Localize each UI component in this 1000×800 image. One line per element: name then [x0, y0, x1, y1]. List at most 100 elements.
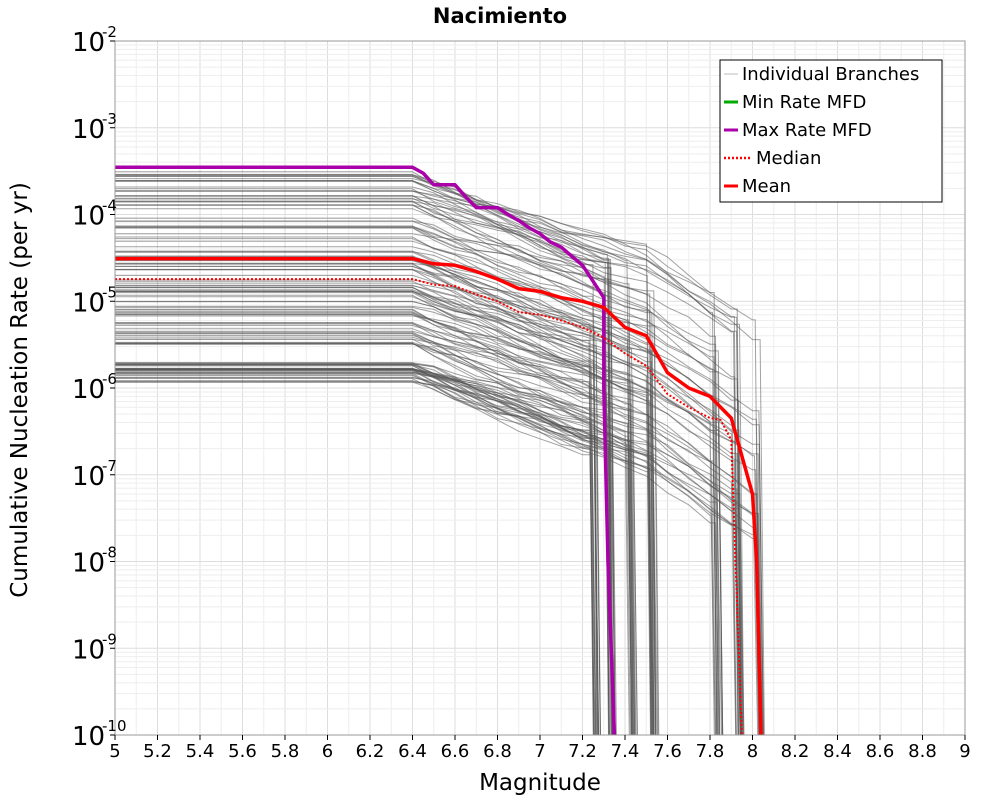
x-tick-labels: 5 5.2 5.4 5.6 5.8 6 6.2 6.4 6.6 6.8 7 7.2 7.4 7.6 7.8 8… [109, 735, 971, 762]
x-tick-label: 7.4 [611, 741, 640, 762]
branch-line [115, 370, 614, 736]
branch-line [115, 217, 659, 736]
x-tick-label: 8 [747, 741, 758, 762]
branch-line [115, 186, 739, 736]
branch-line [115, 268, 656, 736]
branch-line [115, 201, 652, 736]
branch-line [115, 180, 739, 736]
branch-line [115, 190, 632, 736]
y-tick-exponent: -8 [102, 544, 117, 562]
y-axis-label: Cumulative Nucleation Rate (per yr) [7, 182, 33, 598]
x-tick-label: 6.2 [356, 741, 385, 762]
branch-line [115, 266, 762, 736]
y-tick-label: 10-8 [72, 544, 117, 579]
branch-line [115, 201, 721, 736]
branch-line [115, 338, 633, 736]
y-tick-exponent: -7 [102, 457, 117, 475]
branch-line [115, 373, 720, 736]
branch-line [115, 190, 718, 736]
branch-line [115, 381, 595, 736]
x-tick-label: 8.2 [781, 741, 810, 762]
y-tick-exponent: -9 [102, 630, 117, 648]
branch-line [115, 197, 598, 736]
legend: Individual Branches Min Rate MFD Max Rate … [719, 59, 943, 203]
branch-line [115, 378, 597, 736]
legend-label: Min Rate MFD [742, 92, 866, 113]
branch-line [115, 311, 596, 736]
series-line-max-rate-mfd [115, 165, 617, 736]
branch-line [115, 364, 633, 736]
branch-line [115, 258, 614, 736]
y-tick-label: 10-7 [72, 457, 117, 492]
legend-label: Individual Branches [742, 64, 919, 85]
legend-label: Max Rate MFD [742, 120, 872, 141]
branch-line [115, 263, 653, 736]
y-tick-base: 10 [72, 202, 105, 232]
y-tick-base: 10 [72, 115, 105, 145]
y-tick-exponent: -2 [102, 23, 117, 41]
x-tick-label: 6.8 [483, 741, 512, 762]
branch-line [115, 225, 598, 736]
branch-line [115, 286, 601, 736]
branch-line [115, 311, 656, 736]
branch-line [115, 371, 655, 736]
branch-line [115, 334, 654, 736]
y-tick-base: 10 [72, 28, 105, 58]
branch-line [115, 190, 652, 736]
branch-line [115, 220, 740, 736]
x-tick-label: 7.2 [568, 741, 597, 762]
branch-line [115, 324, 610, 736]
branch-line [115, 343, 737, 736]
y-tick-exponent: -6 [102, 370, 117, 388]
branch-line [115, 204, 655, 736]
branch-line [115, 174, 760, 736]
y-tick-exponent: -10 [102, 717, 127, 735]
branch-line [115, 367, 744, 736]
y-tick-label: 10-10 [72, 717, 127, 752]
x-tick-label: 6.4 [398, 741, 427, 762]
y-tick-label: 10-9 [72, 630, 117, 665]
branch-line [115, 290, 610, 736]
x-tick-label: 9 [959, 741, 970, 762]
y-tick-base: 10 [72, 375, 105, 405]
series-line-mean [115, 256, 763, 736]
x-tick-label: 7.6 [653, 741, 682, 762]
x-tick-label: 5.6 [228, 741, 257, 762]
x-tick-label: 5.8 [271, 741, 300, 762]
branch-line [115, 369, 601, 736]
series-line-median [115, 278, 743, 736]
y-tick-label: 10-2 [72, 23, 117, 58]
y-tick-exponent: -3 [102, 110, 117, 128]
legend-label: Median [756, 148, 821, 169]
legend-box [719, 59, 943, 203]
y-tick-base: 10 [72, 549, 105, 579]
branch-line [115, 328, 653, 736]
branch-line [115, 362, 763, 736]
branch-line [115, 363, 631, 736]
x-tick-label: 7.8 [696, 741, 725, 762]
branch-line [115, 300, 638, 736]
y-tick-exponent: -4 [102, 197, 117, 215]
x-tick-label: 8.4 [823, 741, 852, 762]
y-tick-base: 10 [72, 288, 105, 318]
branch-line [115, 301, 595, 736]
y-tick-exponent: -5 [102, 283, 117, 301]
branch-line [115, 315, 654, 736]
y-tick-labels: 10-210-310-410-510-610-710-810-910-10 [72, 23, 127, 752]
branch-line [115, 180, 613, 736]
x-tick-label: 7 [534, 741, 545, 762]
branch-line [115, 204, 724, 736]
x-tick-label: 5.2 [143, 741, 172, 762]
y-tick-label: 10-3 [72, 110, 117, 145]
branch-line [115, 343, 761, 736]
branch-line [115, 195, 614, 736]
legend-label: Mean [742, 176, 791, 197]
branch-line [115, 363, 741, 736]
branch-line [115, 279, 724, 736]
branch-line [115, 368, 759, 736]
x-tick-label: 6 [322, 741, 333, 762]
branch-line [115, 174, 742, 736]
branch-line [115, 332, 717, 736]
branch-line [115, 289, 715, 736]
